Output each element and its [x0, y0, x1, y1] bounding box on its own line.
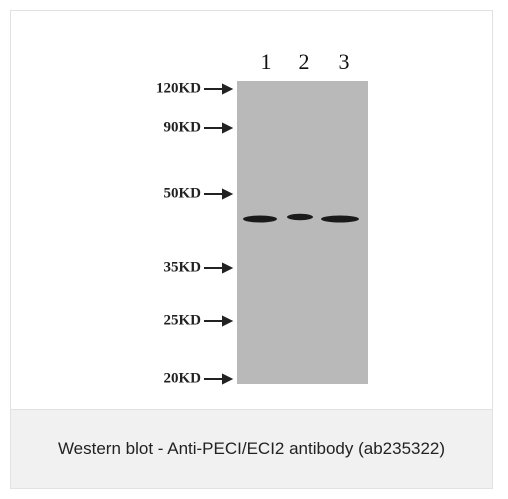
- marker-label: 50KD: [164, 185, 202, 201]
- membrane: [237, 81, 368, 384]
- marker-label: 35KD: [164, 259, 202, 275]
- lane-label: 3: [339, 49, 350, 74]
- arrows: [204, 85, 231, 383]
- band: [243, 216, 277, 223]
- lane-label: 2: [299, 49, 310, 74]
- marker-group: 120KD 90KD 50KD 35KD 25KD 20KD: [156, 80, 231, 386]
- marker-label: 25KD: [164, 312, 202, 328]
- lane-label: 1: [261, 49, 272, 74]
- figure-card: 1 2 3 120KD 90KD 50KD 35KD 25KD 20KD Wes…: [10, 10, 493, 489]
- caption: Western blot - Anti-PECI/ECI2 antibody (…: [11, 409, 492, 488]
- marker-label: 90KD: [164, 119, 202, 135]
- blot-figure: 1 2 3 120KD 90KD 50KD 35KD 25KD 20KD: [11, 11, 494, 411]
- band: [321, 216, 359, 223]
- band: [287, 214, 313, 220]
- page: 1 2 3 120KD 90KD 50KD 35KD 25KD 20KD Wes…: [0, 0, 508, 499]
- marker-label: 20KD: [164, 370, 202, 386]
- marker-label: 120KD: [156, 80, 201, 96]
